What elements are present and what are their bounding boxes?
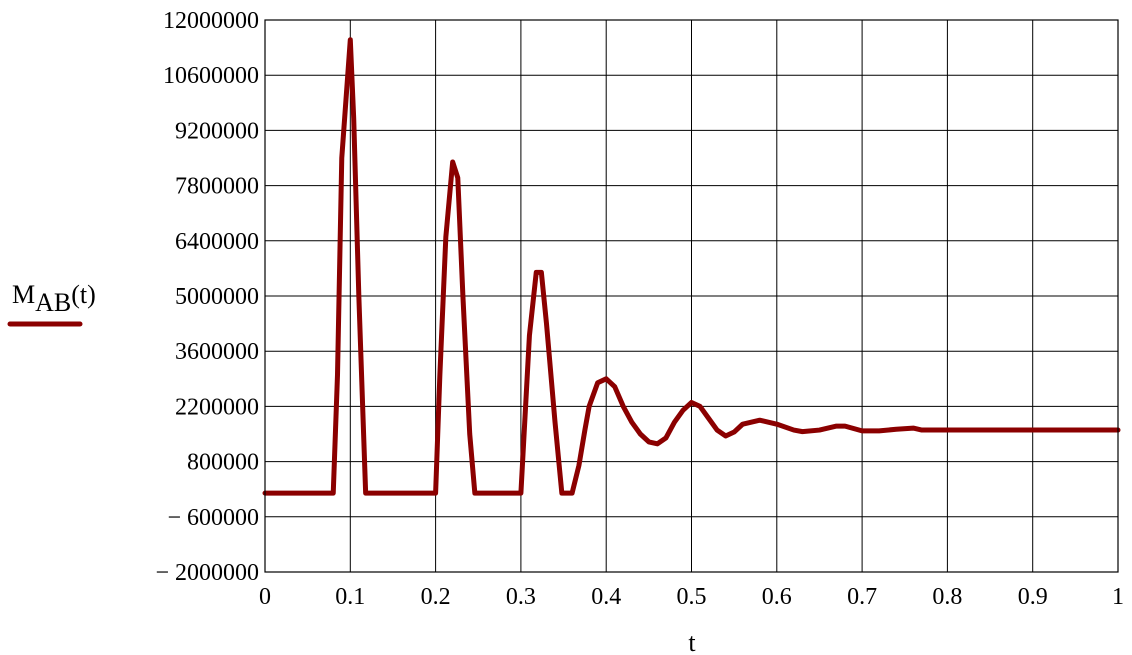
y-tick-label: 5000000	[175, 284, 259, 310]
y-tick-label: 12000000	[163, 8, 259, 34]
y-axis-title-subscript: AB	[35, 288, 71, 317]
x-tick-label: 1	[1112, 584, 1124, 610]
x-tick-label: 0.1	[335, 584, 365, 610]
series-line	[262, 37, 1121, 496]
x-tick-label: 0	[259, 584, 271, 610]
x-tick-label: 0.3	[506, 584, 536, 610]
x-tick-label: 0.7	[847, 584, 877, 610]
y-tick-label: 3600000	[175, 339, 259, 365]
x-tick-label: 0.6	[762, 584, 792, 610]
y-tick-label: 9200000	[175, 118, 259, 144]
grid	[264, 19, 1119, 573]
x-tick-label: 0.9	[1018, 584, 1048, 610]
y-tick-label: 6400000	[175, 229, 259, 255]
x-tick-label: 0.5	[677, 584, 707, 610]
y-tick-label: 10600000	[163, 63, 259, 89]
x-tick-label: 0.2	[421, 584, 451, 610]
plot-frame	[264, 19, 1119, 573]
y-axis-title: MAB(t)	[12, 280, 96, 317]
tick-labels: 0 0.1 0.2 0.3 0.4 0.5 0.6 0.7 0.8 0.9 1 − 2000000 − …	[155, 8, 1124, 610]
x-tick-label: 0.8	[932, 584, 962, 610]
y-tick-label: 7800000	[175, 174, 259, 200]
series-group	[262, 37, 1121, 496]
y-tick-label: 2200000	[175, 394, 259, 420]
x-axis-title: t	[688, 628, 696, 655]
y-axis-title-main: M	[12, 280, 35, 309]
x-tick-label: 0.4	[591, 584, 621, 610]
y-axis-title-suffix: (t)	[71, 280, 96, 309]
y-tick-label: 800000	[187, 450, 259, 476]
y-tick-label: − 2000000	[155, 560, 259, 586]
y-tick-label: − 600000	[167, 505, 259, 531]
